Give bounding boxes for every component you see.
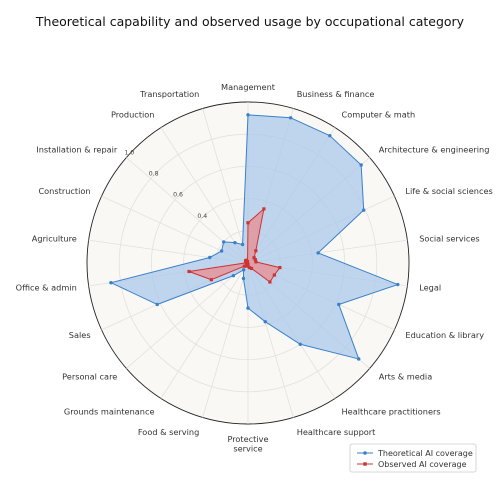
data-point xyxy=(316,251,320,255)
category-label: Life & social sciences xyxy=(405,186,492,196)
category-labels: Management Business & finance Computer & m… xyxy=(16,82,493,454)
data-point xyxy=(252,256,256,260)
data-point xyxy=(272,273,276,277)
category-label: Education & library xyxy=(405,330,484,340)
data-point xyxy=(328,133,332,138)
category-label: Sales xyxy=(69,330,91,340)
category-label: Architecture & engineering xyxy=(379,145,490,155)
radial-tick-label: 0.6 xyxy=(173,192,183,199)
data-point xyxy=(241,268,246,272)
category-label: Office & admin xyxy=(16,283,77,293)
data-point xyxy=(209,278,213,282)
data-point xyxy=(246,306,250,310)
data-point xyxy=(263,320,267,324)
legend-marker xyxy=(363,462,367,466)
category-label: Business & finance xyxy=(297,89,375,99)
data-point xyxy=(278,265,282,270)
data-point xyxy=(240,242,245,247)
grid-spoke xyxy=(160,262,249,399)
data-point xyxy=(155,302,159,307)
data-point xyxy=(298,342,302,346)
legend-label: Theoretical AI coverage xyxy=(377,449,473,458)
grid-spoke xyxy=(160,127,249,264)
data-point xyxy=(396,282,400,287)
data-point xyxy=(233,240,237,245)
grid-spoke xyxy=(202,262,249,418)
chart-title: Theoretical capability and observed usag… xyxy=(35,14,465,29)
data-point xyxy=(357,357,361,361)
data-point xyxy=(337,302,341,307)
category-label: Food & serving xyxy=(138,427,199,437)
data-point xyxy=(254,260,258,264)
radial-tick-labels: 0.4 0.6 0.8 1.0 xyxy=(124,150,207,220)
category-label: Social services xyxy=(419,233,479,243)
data-point xyxy=(231,273,236,278)
data-point xyxy=(249,266,254,271)
category-label: Installation & repair xyxy=(36,145,118,155)
data-point xyxy=(262,207,266,211)
data-point xyxy=(359,163,363,167)
data-point xyxy=(187,269,191,274)
data-point xyxy=(109,281,113,285)
data-point xyxy=(288,116,293,120)
radial-tick-label: 0.8 xyxy=(149,171,159,178)
data-point xyxy=(268,280,272,284)
data-point xyxy=(245,264,249,268)
category-label: Grounds maintenance xyxy=(64,407,155,417)
category-label: Agriculture xyxy=(32,233,77,243)
data-point xyxy=(208,255,212,260)
data-point xyxy=(247,266,251,270)
category-label: Management xyxy=(221,82,276,92)
category-label: Personal care xyxy=(62,371,117,381)
data-point xyxy=(245,259,250,264)
category-label: Production xyxy=(111,110,155,120)
radial-tick-label: 0.4 xyxy=(197,213,207,220)
radar-series xyxy=(109,113,400,361)
data-point xyxy=(253,258,257,262)
grid-spoke xyxy=(126,262,249,369)
data-point xyxy=(219,249,224,253)
data-point xyxy=(246,221,250,225)
category-label: Healthcare practitioners xyxy=(342,407,441,417)
category-label: Legal xyxy=(419,283,441,293)
data-point xyxy=(241,276,246,281)
data-point xyxy=(221,240,226,244)
grid-spoke xyxy=(202,108,249,264)
data-point xyxy=(361,208,366,212)
legend-marker xyxy=(363,451,367,455)
legend: Theoretical AI coverage Observed AI cover… xyxy=(349,443,477,473)
legend-box xyxy=(349,443,477,473)
category-label: Protective service xyxy=(227,434,268,454)
data-point xyxy=(242,264,246,268)
category-label: Healthcare support xyxy=(297,427,376,437)
legend-label: Observed AI coverage xyxy=(378,460,467,469)
category-label: Computer & math xyxy=(342,110,416,120)
category-label: Transportation xyxy=(139,89,199,99)
data-point xyxy=(246,113,250,117)
radial-tick-label: 1.0 xyxy=(124,150,134,157)
category-label: Arts & media xyxy=(379,371,433,381)
category-label: Construction xyxy=(38,186,90,196)
data-point xyxy=(254,249,258,253)
